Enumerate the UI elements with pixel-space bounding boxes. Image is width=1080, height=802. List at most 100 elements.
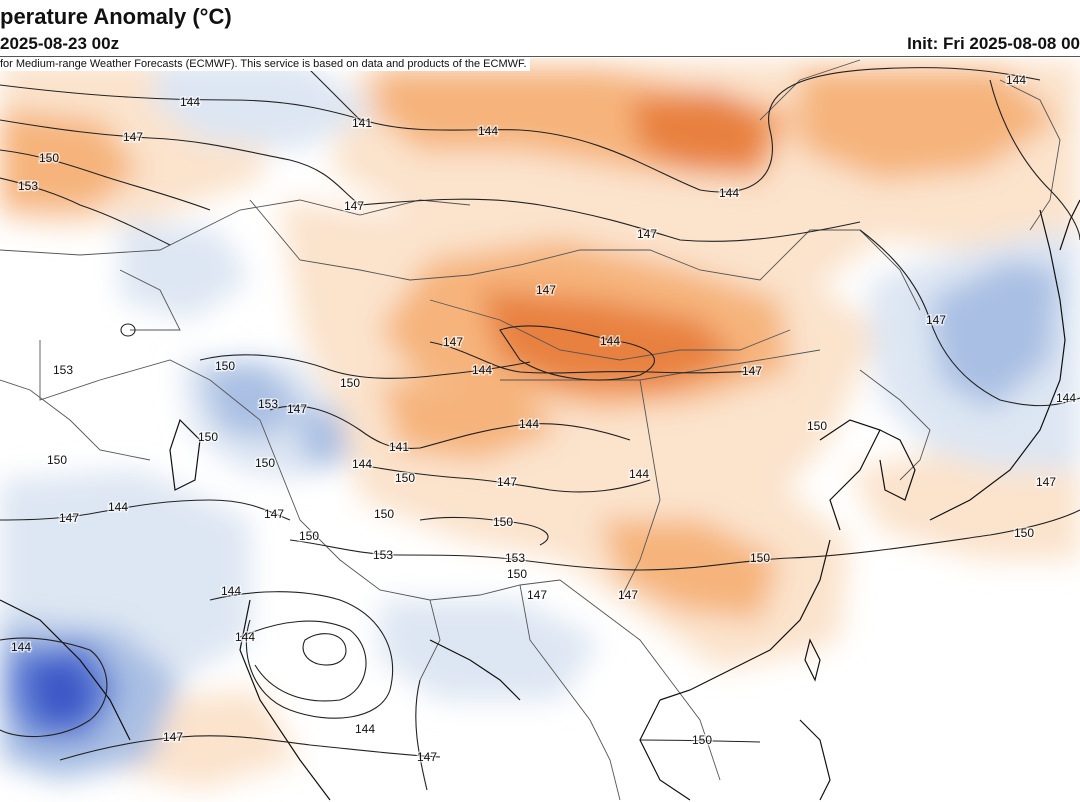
- contour-label: 147: [123, 130, 143, 144]
- contour-line: [239, 620, 367, 702]
- map-header: perature Anomaly (°C) 2025-08-23 00z Ini…: [0, 0, 1080, 58]
- contour-line: [989, 79, 1080, 241]
- border-line: [500, 349, 821, 381]
- contour-label: 141: [389, 440, 409, 454]
- coast-indochina: [639, 699, 691, 801]
- contour-label: 147: [926, 313, 946, 327]
- contour-label: 144: [108, 500, 128, 514]
- contour-label: 150: [807, 419, 827, 433]
- contour-label: 144: [600, 334, 620, 348]
- init-time: Init: Fri 2025-08-08 00: [907, 34, 1080, 53]
- coast-caspian: [169, 418, 201, 491]
- border-line: [759, 59, 861, 121]
- contour-label: 147: [59, 511, 79, 525]
- contour-label: 150: [39, 151, 59, 165]
- coast-bohai: [819, 419, 881, 531]
- border-line: [0, 379, 151, 461]
- contour-label: 150: [47, 453, 67, 467]
- contour-line: [269, 405, 631, 449]
- contour-line: [0, 119, 861, 242]
- contour-label: 150: [692, 733, 712, 747]
- map-title: perature Anomaly (°C): [0, 4, 232, 29]
- contour-label: 147: [742, 364, 762, 378]
- contour-label: 147: [527, 588, 547, 602]
- contour-label: 150: [215, 359, 235, 373]
- contour-line: [499, 325, 655, 381]
- coast-japan: [929, 209, 1066, 521]
- cool-area-westmid: [120, 220, 250, 320]
- contour-label: 144: [478, 124, 498, 138]
- contour-line: [0, 149, 211, 211]
- contour-line: [0, 499, 291, 521]
- border-line: [619, 379, 661, 601]
- contour-label: 144: [180, 95, 200, 109]
- warm-mid-basin: [380, 380, 560, 460]
- contour-line: [199, 354, 531, 379]
- cool-mid-caspian: [290, 410, 350, 470]
- contour-label: 150: [507, 567, 527, 581]
- coast-korea: [879, 429, 916, 501]
- warm-strong-siberia: [630, 90, 770, 170]
- border-line: [999, 79, 1061, 231]
- coastlines: [0, 199, 1080, 801]
- coast-sakhalin: [1059, 199, 1080, 251]
- contour-line: [859, 229, 1080, 407]
- contour-label: 144: [352, 457, 372, 471]
- header-divider: [0, 56, 1080, 57]
- contour-label: 147: [497, 475, 517, 489]
- contour-label: 144: [1056, 391, 1076, 405]
- contour-label: 147: [417, 750, 437, 764]
- coast-arabia: [0, 599, 131, 741]
- contour-label: 144: [629, 467, 649, 481]
- contour-label: 147: [536, 283, 556, 297]
- contour-label: 144: [11, 640, 31, 654]
- contour-label: 147: [637, 227, 657, 241]
- contour-label: 147: [287, 402, 307, 416]
- border-line: [119, 269, 181, 331]
- contour-line: [302, 633, 347, 666]
- contour-line: [209, 591, 394, 719]
- contour-label: 144: [519, 417, 539, 431]
- contour-line: [0, 67, 1041, 193]
- contour-line: [419, 516, 549, 546]
- contour-line: [639, 739, 761, 743]
- border-line: [559, 579, 721, 781]
- border-line: [429, 299, 791, 361]
- coast-india: [239, 599, 331, 801]
- contour-label: 147: [344, 199, 364, 213]
- contour-label: 150: [374, 507, 394, 521]
- coast-philippines: [799, 719, 831, 801]
- contour-label: 147: [443, 335, 463, 349]
- coast-taiwan: [804, 638, 821, 682]
- contour-label: 144: [355, 722, 375, 736]
- contour-label: 150: [395, 471, 415, 485]
- contour-label: 150: [493, 515, 513, 529]
- contour-label: 141: [352, 116, 372, 130]
- contour-label: 150: [299, 529, 319, 543]
- contour-label: 150: [198, 430, 218, 444]
- cool-mid-kazakh: [200, 360, 300, 440]
- contour-line: [59, 735, 441, 761]
- cool-mid-korea: [930, 260, 1060, 410]
- valid-time: 2025-08-23 00z: [0, 34, 120, 53]
- contour-label: 153: [18, 179, 38, 193]
- border-line: [519, 584, 621, 801]
- contour-label: 150: [750, 551, 770, 565]
- country-borders: [0, 59, 1061, 801]
- cool-area-india: [380, 600, 600, 700]
- contour-label: 150: [340, 376, 360, 390]
- contour-label: 150: [1014, 526, 1034, 540]
- contour-label: 147: [1036, 475, 1056, 489]
- anomaly-shading: [0, 60, 1080, 790]
- border-line: [209, 379, 561, 601]
- border-line: [419, 599, 441, 681]
- coast-china: [659, 539, 831, 701]
- contour-line: [429, 341, 761, 374]
- border-line: [39, 340, 211, 401]
- contour-label: 153: [258, 397, 278, 411]
- contour-label: 147: [618, 588, 638, 602]
- contour-label: 150: [255, 456, 275, 470]
- contour-label: 147: [264, 507, 284, 521]
- contour-label: 153: [373, 548, 393, 562]
